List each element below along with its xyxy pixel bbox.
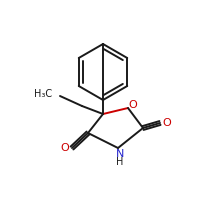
Text: O: O: [61, 143, 69, 153]
Text: N: N: [116, 149, 124, 159]
Text: H₃C: H₃C: [34, 89, 52, 99]
Text: O: O: [129, 100, 137, 110]
Text: H: H: [116, 157, 124, 167]
Text: O: O: [163, 118, 171, 128]
